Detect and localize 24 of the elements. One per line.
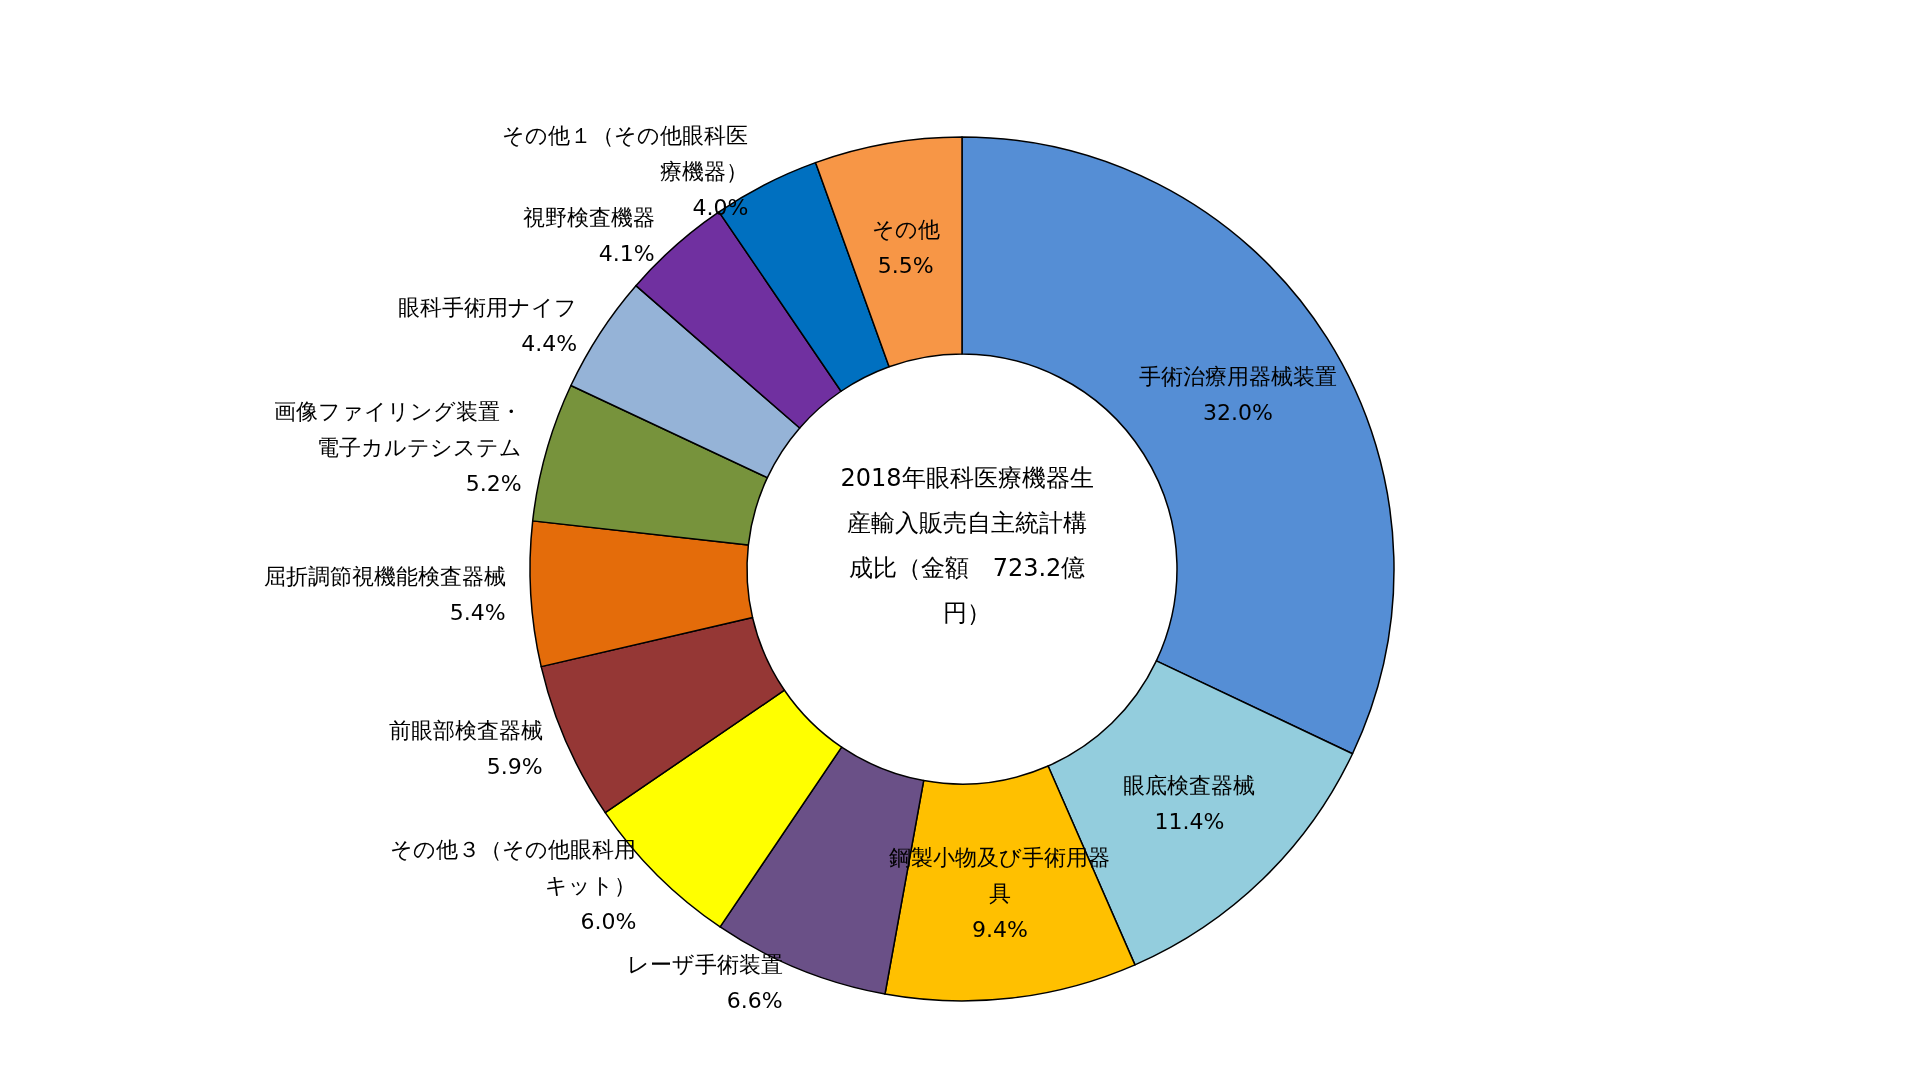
slice-label: 前眼部検査器械 [388,717,543,743]
data-label: 9.4% [971,916,1028,942]
data-label: 11.4% [1154,808,1225,834]
slice-label: 屈折調節視機能検査器械 [263,564,506,590]
text: 2018年眼科医療機器生産輸入販売自主統計構成比（金額 723.2億円） [840,463,1094,627]
data-label: 32.0% [1202,399,1273,425]
slice-label: 視野検査機器 [522,205,655,231]
data-label: 5.9% [486,753,543,779]
data-label: 5.2% [465,471,522,497]
data-label: 4.4% [521,331,578,357]
slice-label: その他１（その他眼科医療機器） [502,123,749,185]
slice-label: 鋼製小物及び手術用器具 [889,844,1111,906]
slice-label: 眼底検査器械 [1123,772,1256,798]
data-label: 4.1% [598,241,655,267]
data-label: 6.0% [580,908,637,934]
slice-label: 手術治療用器械装置 [1138,363,1337,389]
slice-label: その他３（その他眼科用キット） [390,836,637,898]
slice-label: レーザ手術装置 [626,951,783,977]
slice-label: 眼科手術用ナイフ [398,295,578,321]
data-label: 5.4% [449,600,506,626]
data-label: 5.5% [877,252,934,278]
data-label: 6.6% [726,987,783,1013]
slice-label: その他 [871,216,940,242]
slice-label: 画像ファイリング装置・電子カルテシステム [273,399,522,461]
